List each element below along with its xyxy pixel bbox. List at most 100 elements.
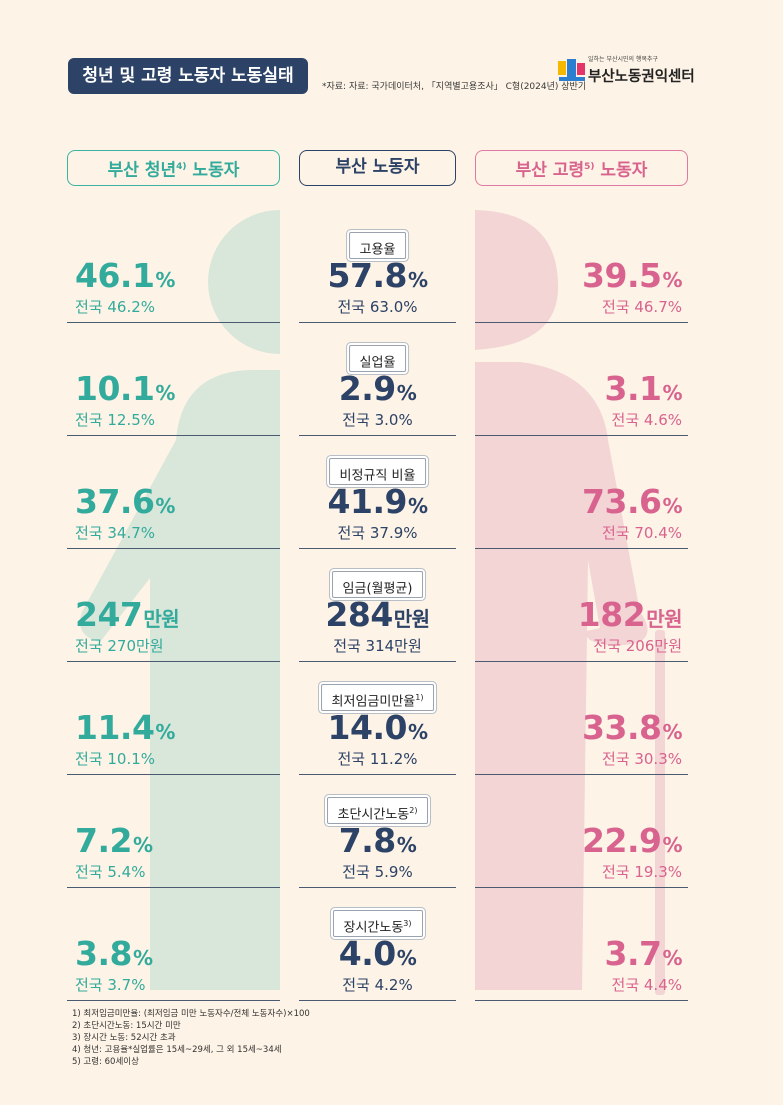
metric-cell-elder: 3.7% 전국 4.4% <box>475 888 688 1001</box>
metric-cell-youth: 7.2% 전국 5.4% <box>67 775 280 888</box>
metric-value: 3.7% <box>604 934 682 973</box>
footnote: 5) 고령: 60세이상 <box>72 1057 139 1067</box>
row-divider <box>475 661 688 662</box>
row-divider <box>475 887 688 888</box>
row-divider <box>475 435 688 436</box>
metric-cell-youth: 11.4% 전국 10.1% <box>67 662 280 775</box>
logo-mark-icon <box>558 59 585 81</box>
metric-cell-busan: 최저임금미만율1) 14.0% 전국 11.2% <box>299 662 456 775</box>
metric-value: 284만원 <box>325 595 430 634</box>
row-divider <box>299 322 456 323</box>
national-value: 전국 270만원 <box>75 637 164 655</box>
metric-value: 37.6% <box>75 482 175 521</box>
row-divider <box>299 887 456 888</box>
column-header-busan: 부산 노동자 <box>299 150 456 186</box>
row-divider <box>67 661 280 662</box>
metric-value: 33.8% <box>582 708 682 747</box>
source-note: *자료: 자료: 국가데이터처, 「지역별고용조사」 C형(2024년) 상반기 <box>322 82 587 92</box>
national-value: 전국 314만원 <box>333 637 422 655</box>
row-divider <box>299 548 456 549</box>
metric-cell-elder: 73.6% 전국 70.4% <box>475 436 688 549</box>
national-value: 전국 10.1% <box>75 750 156 768</box>
metric-value: 22.9% <box>582 821 682 860</box>
metric-value: 39.5% <box>582 256 682 295</box>
metric-cell-youth: 46.1% 전국 46.2% <box>67 210 280 323</box>
metric-cell-youth: 10.1% 전국 12.5% <box>67 323 280 436</box>
row-divider <box>67 322 280 323</box>
metric-cell-busan: 장시간노동3) 4.0% 전국 4.2% <box>299 888 456 1001</box>
metric-cell-youth: 37.6% 전국 34.7% <box>67 436 280 549</box>
row-divider <box>67 1000 280 1001</box>
metric-value: 41.9% <box>327 482 428 521</box>
national-value: 전국 37.9% <box>337 524 418 542</box>
national-value: 전국 5.9% <box>342 863 413 881</box>
metric-value: 73.6% <box>582 482 682 521</box>
national-value: 전국 5.4% <box>75 863 146 881</box>
metric-cell-busan: 비정규직 비율 41.9% 전국 37.9% <box>299 436 456 549</box>
row-divider <box>475 322 688 323</box>
national-value: 전국 3.7% <box>75 976 146 994</box>
national-value: 전국 19.3% <box>601 863 682 881</box>
row-divider <box>67 435 280 436</box>
metric-label: 고용율 <box>348 232 407 259</box>
metric-label: 최저임금미만율1) <box>320 684 435 711</box>
metric-value: 2.9% <box>338 369 417 408</box>
metric-cell-elder: 22.9% 전국 19.3% <box>475 775 688 888</box>
footnote: 1) 최저임금미만율: (최저임금 미만 노동자수/전체 노동자수)×100 <box>72 1009 310 1019</box>
metric-value: 7.8% <box>338 821 417 860</box>
metric-label: 초단시간노동2) <box>326 797 429 824</box>
metric-value: 3.8% <box>75 934 153 973</box>
metric-cell-elder: 33.8% 전국 30.3% <box>475 662 688 775</box>
metric-value: 57.8% <box>327 256 428 295</box>
national-value: 전국 12.5% <box>75 411 156 429</box>
metric-value: 46.1% <box>75 256 175 295</box>
footnote: 3) 장시간 노동: 52시간 초과 <box>72 1033 176 1043</box>
metric-label: 실업율 <box>348 345 407 372</box>
logo-name: 부산노동권익센터 <box>588 69 695 85</box>
metric-value: 7.2% <box>75 821 153 860</box>
national-value: 전국 46.2% <box>75 298 156 316</box>
national-value: 전국 11.2% <box>337 750 418 768</box>
row-divider <box>299 661 456 662</box>
national-value: 전국 30.3% <box>601 750 682 768</box>
national-value: 전국 46.7% <box>601 298 682 316</box>
logo: 일하는 부산시민의 행복추구 부산노동권익센터 <box>557 54 707 88</box>
row-divider <box>299 435 456 436</box>
metric-cell-elder: 39.5% 전국 46.7% <box>475 210 688 323</box>
national-value: 전국 4.4% <box>611 976 682 994</box>
national-value: 전국 63.0% <box>337 298 418 316</box>
national-value: 전국 70.4% <box>601 524 682 542</box>
row-divider <box>475 548 688 549</box>
metric-cell-elder: 3.1% 전국 4.6% <box>475 323 688 436</box>
metric-cell-busan: 실업율 2.9% 전국 3.0% <box>299 323 456 436</box>
logo-tagline: 일하는 부산시민의 행복추구 <box>588 56 659 63</box>
page-title: 청년 및 고령 노동자 노동실태 <box>68 58 308 94</box>
national-value: 전국 4.2% <box>342 976 413 994</box>
metric-value: 182만원 <box>577 595 683 634</box>
column-header-elder: 부산 고령5) 노동자 <box>475 150 688 186</box>
column-header-youth: 부산 청년4) 노동자 <box>67 150 280 186</box>
row-divider <box>299 774 456 775</box>
national-value: 전국 3.0% <box>342 411 413 429</box>
national-value: 전국 34.7% <box>75 524 156 542</box>
metric-value: 247만원 <box>75 595 180 634</box>
row-divider <box>299 1000 456 1001</box>
metric-cell-busan: 초단시간노동2) 7.8% 전국 5.9% <box>299 775 456 888</box>
row-divider <box>67 548 280 549</box>
metric-value: 11.4% <box>75 708 175 747</box>
footnote: 2) 초단시간노동: 15시간 미만 <box>72 1021 181 1031</box>
footnote: 4) 청년: 고용율*실업률은 15세~29세, 그 외 15세~34세 <box>72 1045 282 1055</box>
national-value: 전국 206만원 <box>593 637 682 655</box>
row-divider <box>475 1000 688 1001</box>
metric-label: 장시간노동3) <box>332 910 423 937</box>
metric-cell-youth: 3.8% 전국 3.7% <box>67 888 280 1001</box>
footnotes: 1) 최저임금미만율: (최저임금 미만 노동자수/전체 노동자수)×100 2… <box>72 1008 310 1068</box>
row-divider <box>475 774 688 775</box>
metric-label: 임금(월평균) <box>331 571 424 598</box>
metric-value: 3.1% <box>604 369 682 408</box>
row-divider <box>67 887 280 888</box>
